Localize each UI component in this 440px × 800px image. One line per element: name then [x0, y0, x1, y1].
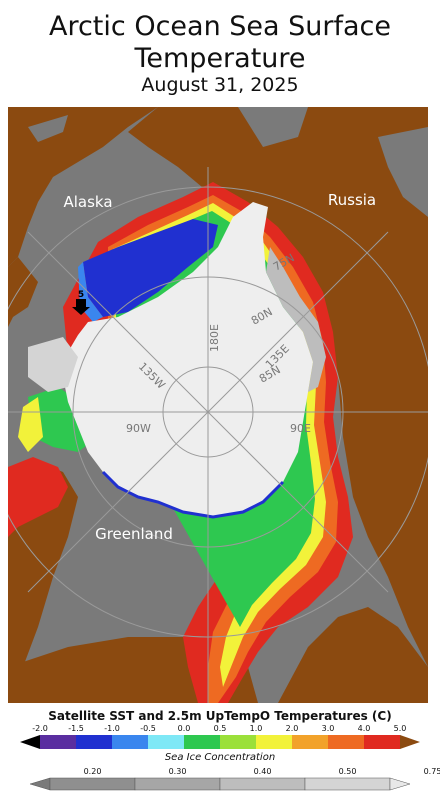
ice-swatch — [219, 777, 306, 791]
buoy-marker-label: 5 — [78, 290, 84, 300]
sst-tick-label: -2.0 — [32, 724, 48, 733]
title-line-1: Arctic Ocean Sea Surface — [48, 11, 392, 42]
label-180e: 180E — [208, 324, 221, 352]
sea-ice-pack — [63, 202, 313, 517]
title-line-2: Temperature — [134, 43, 306, 74]
russia-land — [128, 107, 428, 667]
sst-swatch — [76, 735, 113, 749]
ice-tick-label: 0.50 — [338, 767, 357, 776]
sst-tick-label: 0.0 — [177, 724, 191, 733]
ice-tick-label: 0.20 — [83, 767, 102, 776]
canada-land — [8, 257, 38, 327]
label-russia: Russia — [328, 191, 376, 209]
ice-swatch — [304, 777, 391, 791]
sst-swatch — [148, 735, 185, 749]
sst-tick-label: 2.0 — [285, 724, 299, 733]
sst-swatch — [256, 735, 293, 749]
sea-ice-gray-edge — [266, 247, 326, 392]
sst-swatch — [112, 735, 149, 749]
ice-swatch — [134, 777, 221, 791]
cold-water-blue — [83, 219, 218, 317]
baffin-warm — [8, 457, 68, 537]
graticule — [8, 167, 428, 703]
ice-tick-label: 0.75 — [423, 767, 440, 776]
sst-swatch — [184, 735, 221, 749]
buoy-marker: 5 — [72, 290, 90, 315]
ice-arrow-min — [29, 777, 51, 791]
archipelago-yellow — [18, 397, 43, 452]
sst-tick-label: 1.0 — [249, 724, 263, 733]
label-90w: 90W — [126, 422, 151, 435]
sst-tick-label: -0.5 — [140, 724, 156, 733]
sst-legend-title: Satellite SST and 2.5m UpTempO Temperatu… — [48, 709, 392, 723]
scandinavia-land — [278, 607, 428, 703]
sst-tick-label: 0.5 — [213, 724, 227, 733]
label-greenland: Greenland — [95, 525, 173, 543]
ice-swatch — [49, 777, 136, 791]
kamchatka-gray — [238, 107, 308, 147]
ice-arrow-max — [389, 777, 411, 791]
sst-arrow-min — [20, 735, 40, 749]
sea-ice-canada-arch — [28, 337, 78, 392]
sst-swatch — [364, 735, 401, 749]
ice-legend-title: Sea Ice Concentration — [164, 752, 276, 763]
sst-arrow-max — [400, 735, 420, 749]
siberian-gray — [378, 127, 428, 217]
ice-tick-label: 0.30 — [168, 767, 187, 776]
ice-blue-fringe — [101, 470, 285, 519]
label-90e: 90E — [290, 422, 311, 435]
label-alaska: Alaska — [63, 193, 112, 211]
sst-tick-label: 4.0 — [357, 724, 371, 733]
date-subtitle: August 31, 2025 — [141, 74, 299, 96]
sst-tick-label: 5.0 — [393, 724, 407, 733]
sst-tick-label: -1.0 — [104, 724, 120, 733]
sst-swatch — [220, 735, 257, 749]
meridian-45 — [27, 231, 389, 593]
alaska-coast-gray — [28, 115, 68, 142]
sst-tick-label: -1.5 — [68, 724, 84, 733]
ice-tick-label: 0.40 — [253, 767, 272, 776]
sst-tick-label: 3.0 — [321, 724, 335, 733]
sst-swatch — [292, 735, 329, 749]
sst-swatch — [328, 735, 365, 749]
arctic-sst-map: Alaska Russia Greenland 80N 75N 85N 180E… — [8, 107, 428, 703]
alaska-land — [8, 107, 158, 267]
sst-swatch — [40, 735, 77, 749]
